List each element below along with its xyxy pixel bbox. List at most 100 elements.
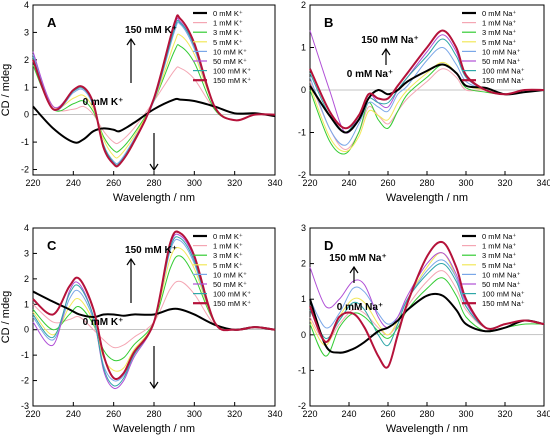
series-line-0mM: [309, 63, 545, 134]
annotation-label: 0 mM K⁺: [83, 97, 124, 108]
legend-entry: 100 mM K⁺: [213, 290, 251, 299]
y-tick-label: 4: [24, 0, 29, 10]
x-tick-label: 340: [536, 178, 550, 188]
legend-entry: 100 mM Na⁺: [482, 67, 525, 76]
x-tick-label: 280: [419, 409, 434, 419]
legend-entry: 3 mM K⁺: [213, 28, 243, 37]
y-tick-label: 4: [24, 223, 29, 233]
legend-entry: 150 mM K⁺: [213, 299, 251, 308]
annotation-label: 150 mM Na⁺: [329, 253, 387, 264]
legend-entry: 1 mM K⁺: [213, 19, 243, 28]
x-tick-label: 220: [302, 178, 317, 188]
legend-entry: 5 mM K⁺: [213, 261, 243, 270]
legend-entry: 150 mM Na⁺: [482, 76, 525, 85]
y-tick-label: 1: [301, 294, 306, 304]
arrow-up-head: [126, 37, 136, 46]
annotation-label: 0 mM K⁺: [83, 317, 124, 328]
y-tick-label: 2: [24, 274, 29, 284]
y-tick-label: 0: [301, 330, 306, 340]
x-tick-label: 280: [146, 178, 161, 188]
y-tick-label: 0: [24, 325, 29, 335]
legend-entry: 0 mM K⁺: [213, 9, 243, 18]
legend-entry: 100 mM Na⁺: [482, 290, 525, 299]
legend-entry: 50 mM K⁺: [213, 280, 247, 289]
x-tick-label: 240: [341, 178, 356, 188]
y-tick-label: -2: [21, 165, 29, 175]
x-tick-label: 300: [458, 409, 473, 419]
y-tick-label: 0: [24, 110, 29, 120]
legend-entry: 0 mM K⁺: [213, 232, 243, 241]
y-tick-label: 1: [24, 82, 29, 92]
series-line-150mM: [32, 14, 276, 168]
series-line-0mM: [32, 97, 276, 144]
panel-letter: B: [324, 15, 333, 30]
x-tick-label: 240: [66, 178, 81, 188]
x-tick-label: 300: [458, 178, 473, 188]
x-tick-label: 220: [25, 409, 40, 419]
series-line-0mM: [32, 290, 276, 331]
series-line-150mM: [309, 240, 545, 369]
y-tick-label: 3: [24, 248, 29, 258]
x-tick-label: 260: [380, 178, 395, 188]
panel-c: 220 240 260 280 300 320 340 -3 -2 -1 0 1 2 3 4 Waveleng…: [0, 223, 283, 435]
y-tick-label: 1: [301, 43, 306, 53]
legend-entry: 10 mM K⁺: [213, 270, 247, 279]
y-axis-label: CD / mdeg: [0, 291, 12, 344]
annotation-label: 0 mM Na⁺: [337, 302, 383, 313]
series-line-150mM: [309, 29, 545, 130]
x-tick-label: 300: [187, 178, 202, 188]
legend-entry: 50 mM Na⁺: [482, 280, 521, 289]
x-tick-label: 260: [380, 409, 395, 419]
panel-b: 220 240 260 280 300 320 340 -2 -1 0 1 2 Wavelength /…: [298, 0, 550, 204]
legend-entry: 50 mM K⁺: [213, 57, 247, 66]
legend-entry: 100 mM K⁺: [213, 67, 251, 76]
arrow-down-head: [149, 163, 159, 172]
legend-entry: 50 mM Na⁺: [482, 57, 521, 66]
annotation-label: 150 mM K⁺: [125, 25, 177, 36]
series-line-150mM: [32, 230, 276, 381]
legend-entry: 1 mM Na⁺: [482, 19, 516, 28]
y-tick-label: 2: [301, 0, 306, 10]
y-tick-label: -2: [298, 401, 306, 411]
legend-entry: 10 mM Na⁺: [482, 270, 521, 279]
panel-letter: C: [47, 238, 57, 253]
y-tick-label: -1: [298, 365, 306, 375]
annotation-label: 150 mM K⁺: [125, 245, 177, 256]
legend-entry: 3 mM Na⁺: [482, 251, 516, 260]
x-tick-label: 240: [341, 409, 356, 419]
y-tick-label: -1: [298, 128, 306, 138]
x-axis-label: Wavelength / nm: [386, 192, 468, 204]
legend-entry: 150 mM K⁺: [213, 76, 251, 85]
legend-entry: 10 mM Na⁺: [482, 47, 521, 56]
y-tick-label: 2: [301, 259, 306, 269]
y-tick-label: -1: [21, 350, 29, 360]
arrow-up-head: [349, 265, 359, 274]
arrow-down-head: [149, 381, 159, 390]
x-tick-label: 320: [227, 178, 242, 188]
x-tick-label: 280: [146, 409, 161, 419]
x-tick-label: 300: [187, 409, 202, 419]
series-line-0mM: [309, 292, 545, 354]
legend-entry: 5 mM K⁺: [213, 38, 243, 47]
x-tick-label: 340: [536, 409, 550, 419]
legend-entry: 150 mM Na⁺: [482, 299, 525, 308]
x-tick-label: 260: [106, 178, 121, 188]
x-tick-label: 260: [106, 409, 121, 419]
annotation-label: 0 mM Na⁺: [347, 69, 393, 80]
x-axis-label: Wavelength / nm: [386, 423, 468, 435]
x-tick-label: 220: [25, 178, 40, 188]
legend-entry: 3 mM K⁺: [213, 251, 243, 260]
y-tick-label: -2: [298, 170, 306, 180]
x-tick-label: 240: [66, 409, 81, 419]
legend-entry: 0 mM Na⁺: [482, 9, 516, 18]
panel-letter: A: [47, 15, 57, 30]
arrow-up-head: [381, 47, 391, 56]
arrow-up-head: [126, 257, 136, 266]
x-tick-label: 320: [227, 409, 242, 419]
x-tick-label: 340: [267, 178, 282, 188]
legend-entry: 5 mM Na⁺: [482, 38, 516, 47]
x-tick-label: 220: [302, 409, 317, 419]
y-tick-label: -3: [21, 401, 29, 411]
x-axis-label: Wavelength / nm: [113, 192, 195, 204]
